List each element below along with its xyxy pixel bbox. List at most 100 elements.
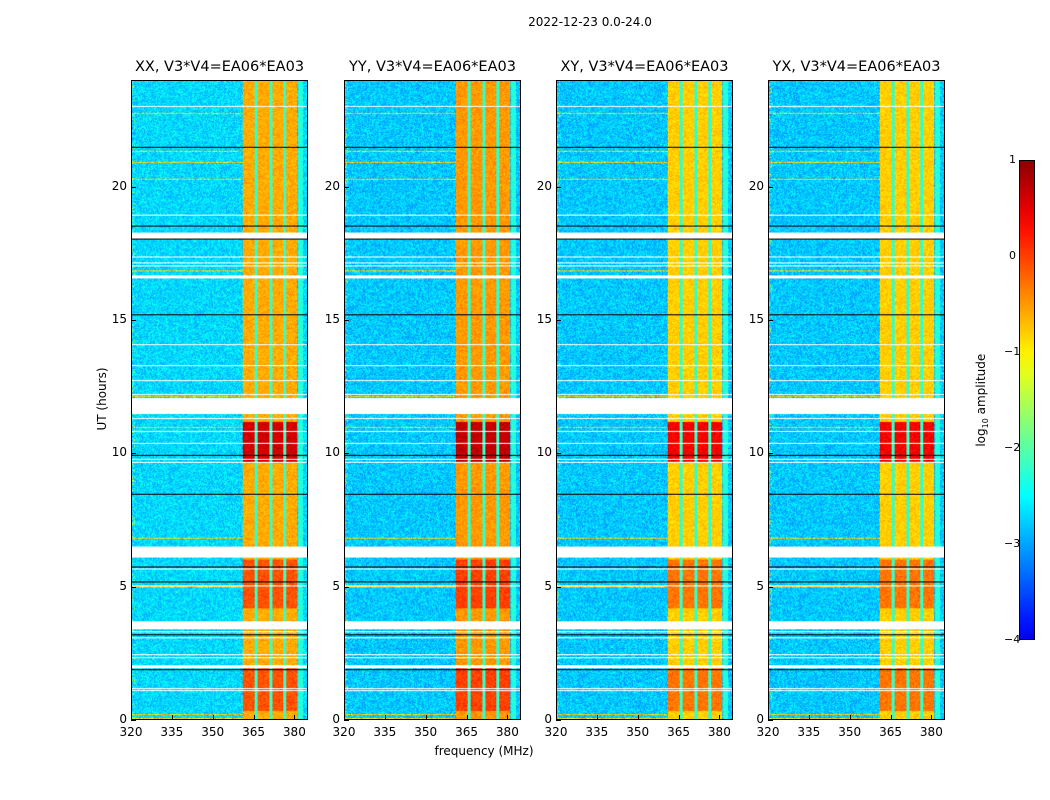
y-tick-label: 20 — [536, 178, 552, 193]
x-tick-mark — [849, 715, 851, 720]
y-tick-label: 5 — [332, 578, 340, 593]
y-tick-label: 0 — [756, 712, 764, 726]
y-tick-mark — [344, 186, 349, 188]
x-axis-label: frequency (MHz) — [434, 744, 534, 758]
x-tick-label: 380 — [707, 725, 731, 739]
x-tick-label: 365 — [879, 725, 902, 739]
panel-title-1: XX, V3*V4=EA06*EA03 — [134, 59, 305, 75]
colorbar-tick-label: −3 — [1004, 537, 1021, 550]
y-tick-label: 15 — [111, 312, 127, 326]
x-tick-label: 365 — [242, 725, 265, 739]
colorbar-tick-label: −1 — [1004, 345, 1021, 358]
y-tick-mark — [768, 186, 773, 188]
x-tick-label: 380 — [282, 725, 306, 739]
y-tick-label: 10 — [536, 445, 552, 460]
colorbar-tick-label: −4 — [1004, 633, 1021, 646]
y-tick-label: 0 — [119, 712, 127, 726]
x-tick-label: 320 — [544, 725, 568, 739]
x-tick-label: 335 — [160, 725, 184, 739]
x-tick-label: 320 — [756, 725, 780, 739]
y-tick-mark — [556, 586, 561, 588]
colorbar-label: log10 amplitude — [973, 353, 991, 447]
y-tick-mark — [768, 586, 773, 588]
y-tick-label: 5 — [544, 578, 552, 593]
x-tick-mark — [637, 715, 639, 720]
x-tick-mark — [131, 715, 132, 720]
y-tick-mark — [344, 720, 349, 721]
waterfall-panel-4 — [768, 80, 945, 720]
x-tick-label: 320 — [119, 725, 143, 739]
colorbar-tick-label: 0 — [1009, 249, 1016, 262]
y-tick-label: 5 — [756, 578, 764, 593]
colorbar-tick-label: 1 — [1009, 153, 1016, 166]
x-tick-label: 365 — [455, 725, 478, 739]
y-tick-mark — [768, 320, 773, 321]
x-tick-mark — [931, 715, 933, 720]
x-tick-label: 320 — [332, 725, 356, 739]
x-tick-mark — [253, 715, 255, 720]
x-tick-mark — [507, 715, 509, 720]
y-tick-label: 10 — [111, 445, 127, 460]
colorbar — [1019, 160, 1035, 640]
colorbar-tick-label: −2 — [1004, 441, 1021, 454]
y-tick-mark — [344, 586, 349, 588]
y-tick-label: 0 — [544, 712, 552, 726]
x-tick-label: 380 — [495, 725, 519, 739]
y-tick-mark — [131, 186, 136, 188]
y-tick-label: 10 — [748, 445, 764, 460]
x-tick-mark — [212, 715, 214, 720]
x-tick-label: 335 — [585, 725, 609, 739]
y-tick-mark — [131, 320, 136, 321]
y-axis-label: UT (hours) — [95, 367, 109, 431]
x-tick-label: 335 — [373, 725, 397, 739]
y-tick-label: 15 — [536, 312, 552, 326]
y-tick-mark — [556, 320, 561, 321]
y-tick-label: 10 — [324, 445, 340, 460]
panel-title-3: XY, V3*V4=EA06*EA03 — [560, 59, 729, 75]
panel-title-2: YY, V3*V4=EA06*EA03 — [349, 59, 516, 75]
waterfall-panel-2 — [344, 80, 521, 720]
y-tick-label: 15 — [324, 312, 340, 326]
x-tick-mark — [425, 715, 427, 720]
y-tick-label: 0 — [332, 712, 340, 726]
x-tick-mark — [719, 715, 721, 720]
y-tick-label: 20 — [324, 178, 340, 193]
y-tick-mark — [131, 586, 136, 588]
x-tick-mark — [384, 715, 386, 720]
x-tick-mark — [890, 715, 892, 720]
x-tick-mark — [556, 715, 557, 720]
x-tick-label: 350 — [626, 725, 650, 739]
x-tick-mark — [768, 715, 769, 720]
x-tick-label: 380 — [919, 725, 943, 739]
panel-title-4: YX, V3*V4=EA06*EA03 — [772, 59, 941, 75]
x-tick-label: 365 — [667, 725, 690, 739]
y-tick-mark — [768, 720, 773, 721]
y-tick-mark — [556, 186, 561, 188]
y-tick-mark — [556, 720, 561, 721]
y-tick-mark — [131, 453, 136, 455]
y-tick-mark — [768, 453, 773, 455]
x-tick-label: 350 — [201, 725, 225, 739]
x-tick-mark — [808, 715, 810, 720]
x-tick-mark — [596, 715, 598, 720]
y-tick-mark — [344, 320, 349, 321]
waterfall-panel-3 — [556, 80, 733, 720]
y-tick-label: 15 — [748, 312, 764, 326]
y-tick-mark — [344, 453, 349, 455]
y-tick-label: 20 — [748, 178, 764, 193]
x-tick-mark — [294, 715, 296, 720]
waterfall-panel-1 — [131, 80, 308, 720]
y-tick-mark — [556, 453, 561, 455]
y-tick-label: 20 — [111, 178, 127, 193]
x-tick-label: 350 — [414, 725, 438, 739]
x-tick-mark — [171, 715, 173, 720]
y-tick-label: 5 — [119, 578, 127, 593]
figure-title: 2022-12-23 0.0-24.0 — [528, 15, 652, 29]
x-tick-mark — [344, 715, 345, 720]
x-tick-label: 350 — [838, 725, 862, 739]
x-tick-label: 335 — [797, 725, 821, 739]
y-tick-mark — [131, 720, 136, 721]
x-tick-mark — [678, 715, 680, 720]
x-tick-mark — [466, 715, 468, 720]
